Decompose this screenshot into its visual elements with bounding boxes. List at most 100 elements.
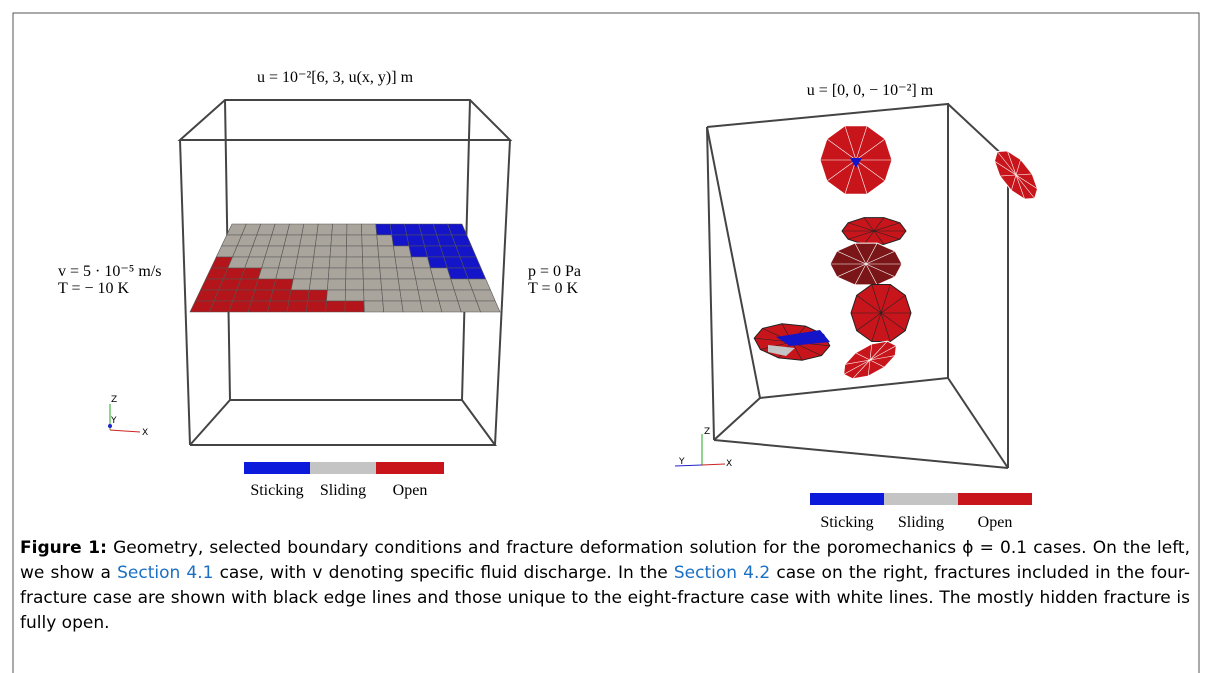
grid-cell bbox=[345, 301, 364, 312]
grid-cell bbox=[362, 235, 378, 246]
grid-cell bbox=[300, 235, 317, 246]
grid-cell bbox=[308, 290, 328, 301]
grid-cell bbox=[272, 224, 290, 235]
grid-cell bbox=[347, 224, 362, 235]
grid-cell bbox=[397, 268, 416, 279]
grid-cell bbox=[395, 257, 414, 268]
grid-cell bbox=[309, 279, 328, 290]
grid-cell bbox=[379, 257, 397, 268]
grid-cell bbox=[317, 224, 333, 235]
bc-right: p = 0 Pa bbox=[528, 263, 581, 280]
left-panel: u = 10⁻²[6, 3, u(x, y)] m v = 5 · 10⁻⁵ m… bbox=[58, 69, 581, 499]
axis-label: X bbox=[142, 428, 148, 438]
legend-swatch bbox=[310, 462, 376, 474]
grid-cell bbox=[293, 268, 312, 279]
grid-cell bbox=[273, 279, 293, 290]
grid-cell bbox=[346, 279, 364, 290]
legend-swatch bbox=[884, 493, 958, 505]
grid-cell bbox=[279, 257, 298, 268]
grid-cell bbox=[287, 301, 308, 312]
grid-cell bbox=[346, 257, 363, 268]
grid-cell bbox=[315, 235, 332, 246]
grid-cell bbox=[328, 268, 346, 279]
grid-cell bbox=[262, 257, 282, 268]
fracture-grid bbox=[190, 224, 500, 312]
legend-label: Open bbox=[393, 482, 428, 499]
grid-cell bbox=[237, 279, 259, 290]
grid-cell bbox=[270, 290, 291, 301]
grid-cell bbox=[390, 224, 407, 235]
grid-cell bbox=[329, 257, 346, 268]
bc-right: T = 0 K bbox=[528, 280, 579, 297]
axes-triad: Z Y X bbox=[108, 395, 148, 438]
grid-cell bbox=[326, 301, 346, 312]
grid-cell bbox=[268, 301, 290, 312]
grid-cell bbox=[383, 301, 403, 312]
grid-cell bbox=[392, 235, 409, 246]
page: u = 10⁻²[6, 3, u(x, y)] m v = 5 · 10⁻⁵ m… bbox=[0, 0, 1212, 673]
bc-top: u = 10⁻²[6, 3, u(x, y)] m bbox=[257, 69, 414, 86]
bc-top: u = [0, 0, − 10⁻²] m bbox=[807, 82, 934, 99]
grid-cell bbox=[289, 290, 309, 301]
axis-label: Y bbox=[678, 457, 685, 467]
legend-swatch bbox=[376, 462, 444, 474]
grid-cell bbox=[361, 224, 376, 235]
caption-label: Figure 1: bbox=[20, 538, 107, 558]
grid-cell bbox=[380, 268, 399, 279]
grid-cell bbox=[346, 246, 362, 257]
axis-label: Z bbox=[704, 427, 710, 437]
grid-cell bbox=[268, 235, 286, 246]
grid-cell bbox=[363, 279, 382, 290]
grid-cell bbox=[402, 301, 423, 312]
axis-label: X bbox=[726, 459, 732, 469]
grid-cell bbox=[291, 279, 311, 290]
bc-left: T = − 10 K bbox=[58, 280, 130, 297]
grid-cell bbox=[302, 224, 319, 235]
grid-cell bbox=[330, 246, 347, 257]
legend-label: Sliding bbox=[898, 514, 944, 531]
grid-cell bbox=[311, 268, 329, 279]
axis-label: Z bbox=[111, 395, 117, 405]
grid-cell bbox=[252, 290, 274, 301]
section-link[interactable]: Section 4.1 bbox=[117, 563, 213, 583]
grid-cell bbox=[345, 290, 364, 301]
grid-cell bbox=[381, 279, 400, 290]
grid-cell bbox=[229, 301, 252, 312]
grid-cell bbox=[281, 246, 299, 257]
legend-label: Open bbox=[978, 514, 1013, 531]
right-panel: u = [0, 0, − 10⁻²] m Z Y X Sticking Slid… bbox=[675, 82, 1038, 531]
grid-cell bbox=[327, 279, 345, 290]
grid-cell bbox=[306, 301, 326, 312]
grid-cell bbox=[331, 235, 347, 246]
grid-cell bbox=[295, 257, 313, 268]
section-link[interactable]: Section 4.2 bbox=[674, 563, 770, 583]
grid-cell bbox=[298, 246, 316, 257]
grid-cell bbox=[363, 257, 380, 268]
grid-cell bbox=[312, 257, 330, 268]
legend-label: Sticking bbox=[820, 514, 873, 531]
grid-cell bbox=[414, 268, 434, 279]
legend-label: Sticking bbox=[250, 482, 303, 499]
axis-label: Y bbox=[110, 416, 117, 426]
grid-cell bbox=[439, 301, 461, 312]
grid-cell bbox=[416, 279, 436, 290]
grid-cell bbox=[418, 290, 439, 301]
fractures bbox=[754, 126, 1037, 379]
grid-cell bbox=[276, 268, 296, 279]
grid-cell bbox=[314, 246, 331, 257]
legend-swatch bbox=[244, 462, 310, 474]
grid-cell bbox=[409, 246, 428, 257]
grid-cell bbox=[468, 279, 490, 290]
grid-cell bbox=[393, 246, 411, 257]
grid-cell bbox=[265, 246, 284, 257]
legend-swatch bbox=[810, 493, 884, 505]
grid-cell bbox=[477, 301, 501, 312]
grid-cell bbox=[233, 290, 255, 301]
grid-cell bbox=[364, 301, 384, 312]
grid-cell bbox=[255, 279, 276, 290]
axes-triad: Z Y X bbox=[675, 427, 732, 469]
grid-cell bbox=[346, 268, 364, 279]
grid-cell bbox=[398, 279, 418, 290]
grid-cell bbox=[287, 224, 304, 235]
bc-left: v = 5 · 10⁻⁵ m/s bbox=[58, 263, 162, 280]
